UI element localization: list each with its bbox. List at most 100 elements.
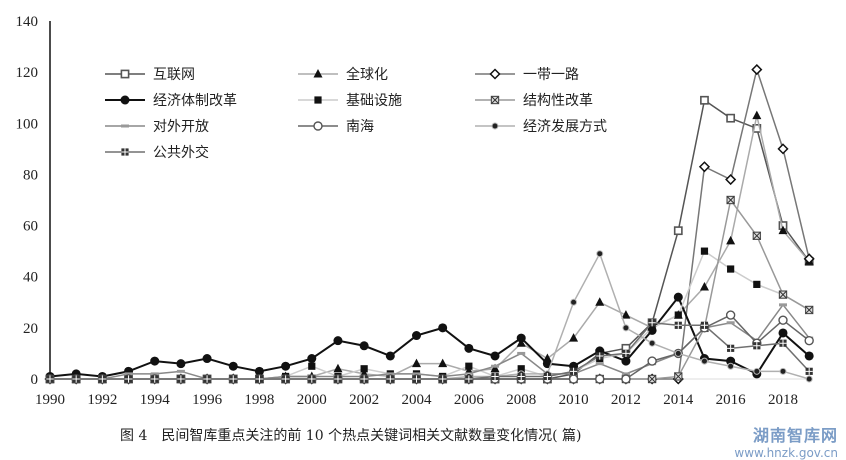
circle-marker-icon xyxy=(516,333,526,343)
legend-item: 公共外交 xyxy=(105,144,209,161)
triangle-marker-icon xyxy=(595,297,605,306)
x-tick-label: 2016 xyxy=(716,392,747,408)
plus-mark-icon xyxy=(386,375,394,383)
plus-mark-icon xyxy=(543,372,551,381)
x-tick-label: 1994 xyxy=(140,392,171,408)
plus-mark-icon xyxy=(491,372,499,381)
plus-mark-icon xyxy=(98,375,106,383)
plus-mark-icon xyxy=(648,319,656,327)
dot-marker-icon xyxy=(700,357,708,365)
dot-marker-icon xyxy=(491,122,499,130)
triangle-marker-icon xyxy=(726,235,736,245)
filled-square-marker-icon xyxy=(308,362,316,370)
filled-square-marker-icon xyxy=(700,247,709,255)
open-circle-marker-icon xyxy=(804,335,814,346)
legend-item: 经济体制改革 xyxy=(105,93,237,109)
legend-label: 公共外交 xyxy=(153,144,209,161)
legend-label: 经济发展方式 xyxy=(523,119,607,135)
plus-mark-icon xyxy=(124,375,133,383)
series-line xyxy=(50,250,810,380)
filled-square-marker-icon xyxy=(674,311,682,319)
legend-label: 一带一路 xyxy=(523,67,579,83)
legend-label: 基础设施 xyxy=(346,92,402,109)
square-marker-icon xyxy=(726,113,736,123)
x-tick-label: 2002 xyxy=(349,392,379,408)
x-mark-icon xyxy=(779,290,787,299)
plus-mark-icon xyxy=(334,375,342,383)
circle-marker-icon xyxy=(804,351,814,361)
triangle-marker-icon xyxy=(569,333,579,342)
x-mark-icon xyxy=(805,306,814,314)
legend-label: 南海 xyxy=(346,119,374,135)
x-tick-label: 2018 xyxy=(768,392,798,408)
watermark-url: www.hnzk.gov.cn xyxy=(734,446,838,460)
legend-item: 对外开放 xyxy=(105,119,209,135)
dash-marker-icon xyxy=(124,372,133,376)
dot-marker-icon xyxy=(779,367,787,375)
plus-mark-icon xyxy=(569,367,578,375)
legend-item: 经济发展方式 xyxy=(475,119,607,135)
series-lines xyxy=(44,64,815,385)
circle-marker-icon xyxy=(359,341,369,351)
circle-marker-icon xyxy=(176,359,186,369)
x-tick-label: 1996 xyxy=(192,392,223,408)
legend-label: 对外开放 xyxy=(153,119,209,135)
x-tick-label: 2006 xyxy=(454,392,485,408)
circle-marker-icon xyxy=(412,331,421,341)
plus-mark-icon xyxy=(151,375,159,383)
dash-marker-icon xyxy=(491,364,500,368)
plus-mark-icon xyxy=(465,375,473,383)
circle-marker-icon xyxy=(726,356,736,366)
series-line xyxy=(50,198,810,380)
dash-marker-icon xyxy=(176,369,185,373)
plus-mark-icon xyxy=(753,342,761,350)
dot-marker-icon xyxy=(648,339,656,347)
square-marker-icon xyxy=(120,69,130,79)
circle-marker-icon xyxy=(385,351,395,361)
plus-mark-icon xyxy=(72,375,80,383)
circle-marker-icon xyxy=(120,95,130,105)
dash-marker-icon xyxy=(121,124,129,128)
plus-mark-icon xyxy=(203,375,211,383)
x-mark-icon xyxy=(648,375,657,383)
dash-marker-icon xyxy=(150,372,159,376)
filled-square-marker-icon xyxy=(753,280,761,288)
plus-mark-icon xyxy=(674,321,682,329)
y-tick-label: 120 xyxy=(16,65,39,81)
triangle-marker-icon xyxy=(699,281,709,291)
dash-marker-icon xyxy=(595,362,604,366)
open-circle-marker-icon xyxy=(621,374,631,384)
line-chart: 0 20 40 60 80 100 120 140 1990 1992 1994 1996 1998 20… xyxy=(16,14,815,408)
circle-marker-icon xyxy=(778,328,788,338)
legend-item: 结构性改革 xyxy=(475,93,593,109)
dot-marker-icon xyxy=(570,298,578,306)
x-mark-icon xyxy=(752,231,761,240)
circle-marker-icon xyxy=(281,361,291,371)
x-mark-icon xyxy=(674,372,683,381)
dot-marker-icon xyxy=(622,324,630,332)
x-tick-label: 2012 xyxy=(611,392,641,408)
circle-marker-icon xyxy=(464,343,474,353)
y-tick-label: 140 xyxy=(16,14,39,30)
open-circle-marker-icon xyxy=(647,356,657,366)
circle-marker-icon xyxy=(202,354,212,364)
x-tick-label: 1990 xyxy=(35,392,65,408)
y-tick-label: 80 xyxy=(23,167,38,183)
dot-marker-icon xyxy=(727,362,735,370)
circle-marker-icon xyxy=(228,361,238,371)
triangle-marker-icon xyxy=(752,110,762,120)
open-circle-marker-icon xyxy=(725,310,736,320)
legend-item: 互联网 xyxy=(105,67,195,83)
diamond-marker-icon xyxy=(751,64,763,76)
square-marker-icon xyxy=(673,226,683,236)
plus-mark-icon xyxy=(412,375,421,383)
dot-marker-icon xyxy=(674,349,682,357)
filled-square-marker-icon xyxy=(648,324,656,332)
legend-label: 全球化 xyxy=(346,66,388,83)
x-tick-label: 2014 xyxy=(663,392,694,408)
series-一带一路 xyxy=(44,64,815,385)
dash-marker-icon xyxy=(412,372,421,376)
triangle-marker-icon xyxy=(490,363,500,373)
circle-marker-icon xyxy=(673,292,683,302)
